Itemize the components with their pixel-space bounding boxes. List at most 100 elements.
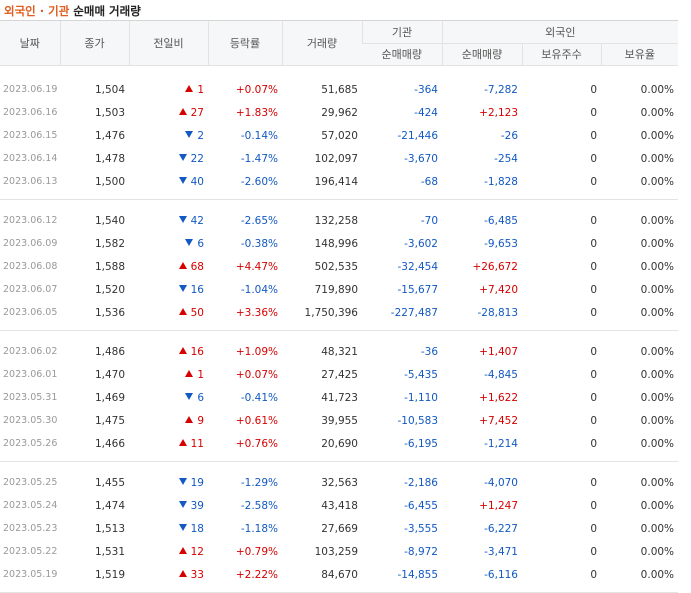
volume-cell: 27,669 (321, 522, 358, 535)
date-cell: 2023.06.09 (3, 238, 58, 249)
change-cell: 16 (129, 340, 208, 363)
down-triangle-icon (178, 215, 187, 223)
frg-net-cell: +2,123 (479, 106, 518, 119)
volume-cell: 719,890 (314, 283, 358, 296)
up-triangle-icon (185, 84, 194, 92)
frg-hold-cell: 0 (590, 306, 597, 319)
volume-cell: 51,685 (321, 83, 358, 96)
change-cell: 9 (129, 409, 208, 432)
table-row: 2023.06.08 1,588 68 +4.47% 502,535 -32,454 +26… (0, 255, 678, 278)
change-value: 16 (190, 283, 204, 296)
volume-cell: 57,020 (321, 129, 358, 142)
close-cell: 1,503 (94, 106, 125, 119)
inst-net-cell: -70 (420, 214, 438, 227)
date-cell: 2023.05.26 (3, 438, 58, 449)
rate-cell: +0.79% (235, 545, 278, 558)
close-cell: 1,582 (94, 237, 125, 250)
inst-net-cell: -3,670 (404, 152, 438, 165)
change-cell: 6 (129, 232, 208, 255)
frg-net-cell: -3,471 (484, 545, 518, 558)
table-row: 2023.06.01 1,470 1 +0.07% 27,425 -5,435 -4,845… (0, 363, 678, 386)
change-cell: 68 (129, 255, 208, 278)
frg-hold-cell: 0 (590, 345, 597, 358)
frg-pct-cell: 0.00% (640, 522, 675, 535)
inst-net-cell: -364 (414, 83, 438, 96)
rate-cell: -1.04% (240, 283, 278, 296)
close-cell: 1,536 (94, 306, 125, 319)
rate-cell: -0.38% (240, 237, 278, 250)
table-row: 2023.05.25 1,455 19 -1.29% 32,563 -2,186 -4,07… (0, 471, 678, 494)
change-value: 9 (197, 414, 204, 427)
frg-pct-cell: 0.00% (640, 345, 675, 358)
change-value: 68 (190, 260, 204, 273)
date-cell: 2023.05.24 (3, 500, 58, 511)
inst-net-cell: -15,677 (397, 283, 438, 296)
frg-pct-cell: 0.00% (640, 152, 675, 165)
frg-net-cell: +1,247 (479, 499, 518, 512)
close-cell: 1,475 (94, 414, 125, 427)
frg-pct-cell: 0.00% (640, 476, 675, 489)
change-value: 50 (190, 306, 204, 319)
table-row: 2023.05.26 1,466 11 +0.76% 20,690 -6,195 -1,21… (0, 432, 678, 455)
change-cell: 42 (129, 209, 208, 232)
frg-net-cell: -6,485 (484, 214, 518, 227)
header-inst-net: 순매매량 (362, 43, 442, 66)
close-cell: 1,513 (94, 522, 125, 535)
frg-hold-cell: 0 (590, 568, 597, 581)
frg-hold-cell: 0 (590, 152, 597, 165)
header-date: 날짜 (0, 20, 60, 66)
change-value: 33 (190, 568, 204, 581)
table-row: 2023.06.12 1,540 42 -2.65% 132,258 -70 -6,485 0… (0, 209, 678, 232)
table-row: 2023.05.31 1,469 6 -0.41% 41,723 -1,110 +1,622… (0, 386, 678, 409)
change-value: 1 (197, 83, 204, 96)
volume-cell: 39,955 (321, 414, 358, 427)
inst-net-cell: -10,583 (397, 414, 438, 427)
close-cell: 1,476 (94, 129, 125, 142)
rate-cell: +1.09% (235, 345, 278, 358)
frg-pct-cell: 0.00% (640, 106, 675, 119)
table-row: 2023.06.09 1,582 6 -0.38% 148,996 -3,602 -9,65… (0, 232, 678, 255)
change-cell: 1 (129, 78, 208, 101)
close-cell: 1,474 (94, 499, 125, 512)
frg-hold-cell: 0 (590, 175, 597, 188)
frg-pct-cell: 0.00% (640, 306, 675, 319)
table-row: 2023.05.22 1,531 12 +0.79% 103,259 -8,972 -3,4… (0, 540, 678, 563)
volume-cell: 43,418 (321, 499, 358, 512)
frg-net-cell: +1,407 (479, 345, 518, 358)
frg-pct-cell: 0.00% (640, 545, 675, 558)
change-cell: 19 (129, 471, 208, 494)
frg-hold-cell: 0 (590, 391, 597, 404)
close-cell: 1,520 (94, 283, 125, 296)
frg-net-cell: -254 (494, 152, 518, 165)
close-cell: 1,588 (94, 260, 125, 273)
up-triangle-icon (178, 346, 187, 354)
frg-hold-cell: 0 (590, 129, 597, 142)
date-cell: 2023.05.19 (3, 569, 58, 580)
frg-pct-cell: 0.00% (640, 568, 675, 581)
frg-pct-cell: 0.00% (640, 129, 675, 142)
table-row: 2023.06.15 1,476 2 -0.14% 57,020 -21,446 -26 0 0… (0, 124, 678, 147)
frg-net-cell: -28,813 (477, 306, 518, 319)
change-cell: 6 (129, 386, 208, 409)
frg-net-cell: -26 (500, 129, 518, 142)
inst-net-cell: -32,454 (397, 260, 438, 273)
close-cell: 1,470 (94, 368, 125, 381)
trading-table: 날짜 종가 전일비 등락률 거래량 기관 외국인 순매매량 순매매량 보유주수 … (0, 20, 679, 593)
table-row: 2023.06.16 1,503 27 +1.83% 29,962 -424 +2,123 0… (0, 101, 678, 124)
table-row: 2023.06.14 1,478 22 -1.47% 102,097 -3,670 -254… (0, 147, 678, 170)
header-institution: 기관 (361, 20, 442, 44)
rate-cell: +3.36% (235, 306, 278, 319)
change-value: 11 (190, 437, 204, 450)
frg-net-cell: +7,420 (479, 283, 518, 296)
volume-cell: 48,321 (321, 345, 358, 358)
volume-cell: 41,723 (321, 391, 358, 404)
frg-hold-cell: 0 (590, 437, 597, 450)
header-frg-hold: 보유주수 (521, 43, 601, 66)
table-row: 2023.05.19 1,519 33 +2.22% 84,670 -14,855 -6,1… (0, 563, 678, 586)
section-title: 외국인 · 기관 순매매 거래량 (4, 3, 141, 19)
up-triangle-icon (178, 107, 187, 115)
frg-hold-cell: 0 (590, 283, 597, 296)
frg-pct-cell: 0.00% (640, 214, 675, 227)
frg-net-cell: +1,622 (479, 391, 518, 404)
frg-pct-cell: 0.00% (640, 283, 675, 296)
